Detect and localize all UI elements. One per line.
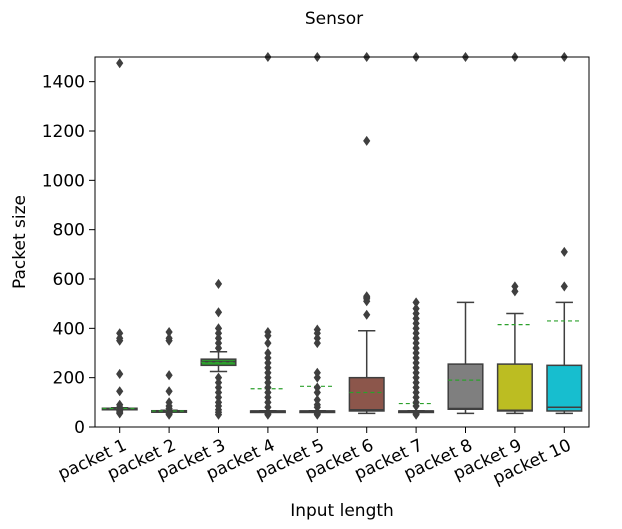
outlier-point xyxy=(116,58,124,69)
outlier-point xyxy=(165,335,173,346)
outlier-point xyxy=(313,387,321,398)
y-axis-label: Packet size xyxy=(10,195,30,289)
outlier-point xyxy=(412,400,420,412)
outlier-point xyxy=(313,338,321,349)
outlier-point xyxy=(116,335,124,346)
outlier-point xyxy=(264,330,272,341)
box-group xyxy=(151,326,188,420)
outlier-point xyxy=(511,286,519,297)
box-group xyxy=(299,51,336,420)
y-tick-label: 400 xyxy=(53,319,85,339)
box-iqr xyxy=(496,363,533,412)
y-tick-label: 1200 xyxy=(42,122,85,142)
outlier-point xyxy=(214,307,223,318)
box-iqr xyxy=(546,364,583,412)
plot-frame xyxy=(94,56,590,428)
outlier-point xyxy=(264,402,272,413)
x-axis-label: Input length xyxy=(290,501,394,521)
outlier-point xyxy=(165,370,173,381)
box-group xyxy=(496,51,533,415)
outlier-point xyxy=(214,343,223,354)
outlier-point xyxy=(560,281,568,292)
outlier-point xyxy=(560,246,568,257)
outlier-point xyxy=(165,409,173,420)
outlier-point xyxy=(412,409,420,420)
y-tick-label: 800 xyxy=(53,221,85,241)
outlier-point xyxy=(264,338,272,349)
outlier-point xyxy=(363,296,371,307)
box-group xyxy=(447,51,484,415)
outlier-point xyxy=(116,386,124,397)
box-iqr xyxy=(447,363,484,410)
y-tick-label: 200 xyxy=(53,369,85,389)
box-iqr xyxy=(348,376,385,412)
outlier-point xyxy=(313,409,321,420)
outlier-point xyxy=(412,297,420,308)
chart-title: Sensor xyxy=(305,9,363,29)
box-group xyxy=(249,51,286,420)
outlier-point xyxy=(116,408,124,419)
outlier-point xyxy=(116,368,124,380)
y-tick-label: 0 xyxy=(74,418,85,438)
outlier-point xyxy=(165,326,173,338)
box-group xyxy=(348,51,385,415)
box-group xyxy=(546,51,583,415)
plot-area xyxy=(101,51,583,420)
y-tick-label: 1000 xyxy=(42,171,85,191)
box-group xyxy=(101,58,138,419)
outlier-point xyxy=(313,372,321,383)
outlier-point xyxy=(363,135,371,146)
outlier-point xyxy=(214,409,223,420)
y-tick-label: 1400 xyxy=(42,73,85,93)
outlier-point xyxy=(214,278,223,289)
outlier-point xyxy=(363,309,371,320)
box-group xyxy=(398,51,435,420)
outlier-point xyxy=(264,409,272,420)
outlier-point xyxy=(165,386,173,397)
box-group xyxy=(200,278,237,420)
y-tick-label: 600 xyxy=(53,270,85,290)
